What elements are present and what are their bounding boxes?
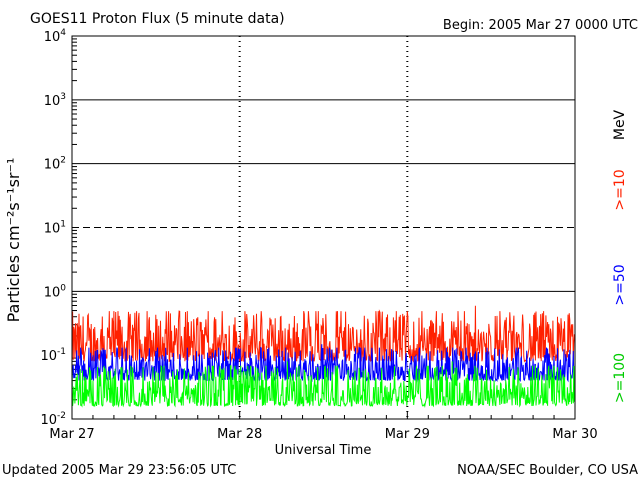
legend-label-ge10: >=10 bbox=[612, 169, 628, 210]
series-line-1 bbox=[71, 344, 575, 383]
x-axis-label: Universal Time bbox=[275, 443, 372, 458]
y-tick-label: 10-2 bbox=[40, 411, 66, 428]
unit-label: MeV bbox=[612, 109, 628, 140]
legend-label-ge100: >=100 bbox=[612, 353, 628, 403]
y-tick-labels: 10-2 10-1 100 101 102 103 104 bbox=[40, 28, 66, 428]
y-tick-label: 103 bbox=[44, 92, 66, 109]
x-tick-label: Mar 29 bbox=[385, 427, 430, 442]
x-tick-label: Mar 28 bbox=[217, 427, 262, 442]
y-tick-label: 102 bbox=[44, 156, 66, 173]
x-tick-labels: Mar 27 Mar 28 Mar 29 Mar 30 bbox=[49, 427, 597, 442]
y-axis-label: Particles cm⁻²s⁻¹sr⁻¹ bbox=[4, 158, 23, 323]
begin-label: Begin: 2005 Mar 27 0000 UTC bbox=[443, 18, 638, 33]
footer-updated: Updated 2005 Mar 29 23:56:05 UTC bbox=[2, 463, 236, 478]
series-line-2 bbox=[71, 361, 575, 408]
footer-credit: NOAA/SEC Boulder, CO USA bbox=[457, 463, 638, 478]
series-layer bbox=[71, 305, 575, 408]
x-tick-label: Mar 27 bbox=[49, 427, 94, 442]
x-tick-label: Mar 30 bbox=[552, 427, 597, 442]
y-tick-label: 104 bbox=[44, 28, 67, 45]
legend-label-ge50: >=50 bbox=[612, 264, 628, 305]
y-tick-label: 101 bbox=[44, 220, 66, 237]
y-tick-label: 10-1 bbox=[40, 347, 66, 364]
series-line-0 bbox=[71, 305, 575, 364]
chart-title: GOES11 Proton Flux (5 minute data) bbox=[30, 11, 285, 27]
y-tick-label: 100 bbox=[44, 283, 67, 300]
plot-frame bbox=[71, 35, 576, 420]
